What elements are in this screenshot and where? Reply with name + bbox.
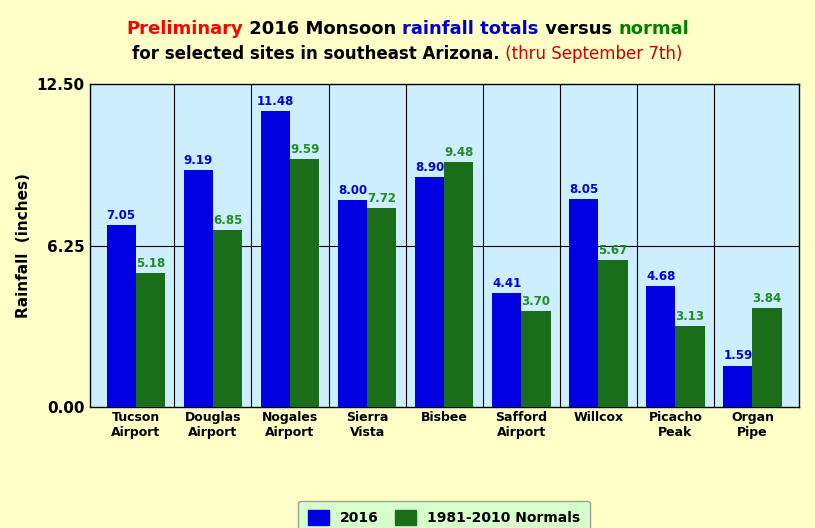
Bar bbox=[723, 365, 752, 407]
Text: 9.19: 9.19 bbox=[183, 154, 213, 167]
Text: 4.41: 4.41 bbox=[492, 277, 522, 290]
Text: normal: normal bbox=[618, 20, 689, 38]
Bar bbox=[522, 311, 551, 407]
Bar bbox=[569, 199, 598, 407]
Bar bbox=[444, 162, 474, 407]
Bar bbox=[367, 208, 396, 407]
Bar bbox=[338, 201, 367, 407]
Bar bbox=[183, 170, 213, 407]
Text: rainfall totals: rainfall totals bbox=[403, 20, 539, 38]
Text: 7.72: 7.72 bbox=[368, 192, 396, 204]
Bar bbox=[492, 293, 522, 407]
Text: versus: versus bbox=[539, 20, 618, 38]
Text: 3.13: 3.13 bbox=[676, 310, 704, 323]
Text: for selected sites in southeast Arizona.: for selected sites in southeast Arizona. bbox=[133, 45, 500, 63]
Bar bbox=[136, 273, 165, 407]
Text: 9.59: 9.59 bbox=[290, 144, 319, 156]
Text: 7.05: 7.05 bbox=[107, 209, 136, 222]
Text: 3.84: 3.84 bbox=[752, 291, 782, 305]
Text: 8.05: 8.05 bbox=[569, 183, 598, 196]
Text: Preliminary: Preliminary bbox=[126, 20, 243, 38]
Bar bbox=[290, 159, 319, 407]
Text: 5.67: 5.67 bbox=[598, 244, 628, 257]
Bar bbox=[107, 225, 136, 407]
Bar bbox=[213, 230, 242, 407]
Bar bbox=[261, 111, 290, 407]
Text: 4.68: 4.68 bbox=[646, 270, 676, 283]
Bar bbox=[752, 308, 782, 407]
Text: 5.18: 5.18 bbox=[136, 257, 165, 270]
Text: 11.48: 11.48 bbox=[257, 95, 294, 108]
Bar bbox=[676, 326, 705, 407]
Text: 8.90: 8.90 bbox=[415, 161, 444, 174]
Text: 9.48: 9.48 bbox=[444, 146, 474, 159]
Text: 8.00: 8.00 bbox=[338, 184, 367, 197]
Legend: 2016, 1981-2010 Normals: 2016, 1981-2010 Normals bbox=[298, 501, 590, 528]
Bar bbox=[646, 286, 676, 407]
Bar bbox=[598, 260, 628, 407]
Y-axis label: Rainfall  (inches): Rainfall (inches) bbox=[16, 173, 31, 318]
Text: 1.59: 1.59 bbox=[723, 350, 752, 363]
Bar bbox=[415, 177, 444, 407]
Text: 3.70: 3.70 bbox=[522, 295, 550, 308]
Text: 6.85: 6.85 bbox=[213, 214, 242, 227]
Text: 2016 Monsoon: 2016 Monsoon bbox=[243, 20, 403, 38]
Text: (thru September 7th): (thru September 7th) bbox=[500, 45, 682, 63]
